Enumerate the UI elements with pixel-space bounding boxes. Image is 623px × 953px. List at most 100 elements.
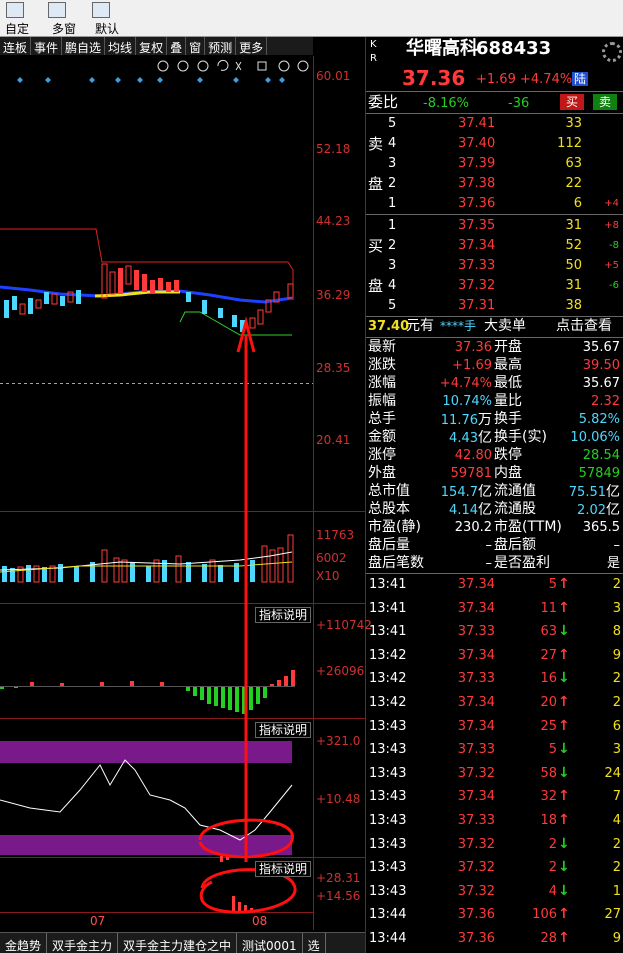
order-price: 37.40 — [458, 136, 496, 151]
stat-value: 35.67 — [582, 376, 620, 391]
indicator-axis-label: +10.48 — [316, 792, 361, 806]
toolbar-button[interactable]: 均线 — [105, 37, 137, 55]
trade-volume: 2 — [548, 836, 557, 852]
trade-volume: 106 — [532, 907, 557, 923]
toolbar-button[interactable]: 事件 — [31, 37, 63, 55]
toolbar-item[interactable]: 默认 — [95, 22, 120, 36]
trade-arrow: ↑ — [558, 576, 570, 592]
toolbar-button[interactable]: 更多 — [236, 37, 268, 55]
stat-value-group: – — [486, 557, 493, 570]
toolbar-item[interactable]: 自定 — [5, 22, 30, 36]
indicator-help[interactable]: 指标说明 — [255, 722, 312, 738]
stat-value: – — [613, 538, 621, 553]
toolbar-icon[interactable] — [92, 2, 110, 18]
tab[interactable]: 双手金主力 — [47, 933, 119, 953]
order-level: 1 — [388, 218, 397, 233]
settings-icon[interactable] — [602, 42, 622, 62]
tab[interactable]: 金趋势 — [0, 933, 48, 953]
toolbar-icon[interactable] — [6, 2, 24, 18]
stat-value: 5.82% — [578, 412, 620, 427]
stat-value: – — [485, 538, 493, 553]
volume-ma — [0, 561, 293, 573]
stat-unit: 亿 — [606, 484, 620, 500]
order-level: 3 — [388, 258, 397, 273]
price-change: +1.69 — [476, 72, 516, 87]
tab[interactable]: 选 — [303, 933, 326, 953]
trade-count: 2 — [612, 860, 621, 876]
indicator-help[interactable]: 指标说明 — [255, 607, 312, 623]
toolbar-button[interactable]: 复权 — [136, 37, 168, 55]
date-label: 07 — [90, 914, 106, 928]
stat-value-group: 4.43亿 — [449, 431, 492, 445]
trade-time: 13:43 — [369, 718, 407, 734]
trade-count: 6 — [612, 718, 621, 734]
order-volume: 112 — [557, 136, 582, 151]
divider — [366, 113, 623, 114]
stat-value-group: 10.74% — [442, 395, 492, 408]
tab[interactable]: 测试0001 — [237, 933, 303, 953]
toolbar-icon[interactable] — [48, 2, 66, 18]
stat-value: 75.51 — [568, 485, 606, 500]
order-volume: 22 — [565, 176, 582, 191]
trade-time: 13:42 — [369, 647, 407, 663]
stat-value: 10.06% — [570, 430, 620, 445]
stat-value-group: 37.36 — [455, 341, 492, 354]
toolbar-item[interactable]: 多窗 — [52, 22, 77, 36]
stat-unit: 亿 — [478, 430, 492, 446]
divider — [366, 91, 623, 92]
trade-arrow: ↓ — [558, 670, 570, 687]
divider — [366, 214, 623, 215]
trade-price: 37.32 — [457, 836, 495, 852]
order-volume: 33 — [565, 116, 582, 131]
indicator-help[interactable]: 指标说明 — [255, 861, 312, 877]
candles — [4, 263, 294, 332]
toolbar-button[interactable]: 预测 — [205, 37, 237, 55]
trade-volume: 58 — [540, 765, 557, 781]
trade-count: 2 — [612, 671, 621, 687]
trade-arrow: ↓ — [558, 882, 570, 899]
trade-volume: 4 — [548, 883, 557, 899]
trade-count: 9 — [612, 647, 621, 663]
trade-time: 13:44 — [369, 907, 407, 923]
trade-time: 13:43 — [369, 883, 407, 899]
stat-value: 57849 — [578, 466, 620, 481]
toolbar-button[interactable]: 叠 — [167, 37, 187, 55]
top-toolbar: 自定 多窗 默认 — [0, 0, 623, 37]
trade-time: 13:43 — [369, 860, 407, 876]
trade-count: 1 — [612, 883, 621, 899]
stat-label: 市盈(TTM) — [494, 519, 562, 535]
trade-time: 13:43 — [369, 836, 407, 852]
stat-label: 开盘 — [494, 339, 522, 355]
stat-value: 2.32 — [591, 394, 620, 409]
order-level: 3 — [388, 156, 397, 171]
stat-unit: 亿 — [606, 502, 620, 518]
macd-axis-label: +26096 — [316, 664, 365, 678]
price-change-pct: +4.74% — [520, 72, 573, 87]
tab[interactable]: 双手金主力建仓之中 — [118, 933, 238, 953]
price-axis-label: 44.23 — [316, 214, 351, 228]
stat-value: – — [485, 556, 493, 571]
stat-label: 最高 — [494, 357, 522, 373]
trade-volume: 5 — [548, 577, 557, 592]
order-price: 37.32 — [458, 278, 496, 293]
date-label: 08 — [252, 914, 268, 928]
big-order-link[interactable]: 点击查看 — [556, 318, 612, 334]
trade-time: 13:41 — [369, 577, 407, 592]
sell-button[interactable]: 卖 — [593, 94, 617, 110]
stat-value-group: 5.82% — [579, 413, 620, 426]
trade-price: 37.32 — [457, 883, 495, 899]
stat-label: 涨幅 — [368, 375, 396, 391]
commission-ratio: -8.16% — [423, 96, 469, 111]
trade-count: 27 — [604, 907, 621, 923]
toolbar-button[interactable]: 连板 — [0, 37, 32, 55]
order-level: 5 — [388, 116, 397, 131]
trade-price: 37.34 — [457, 577, 495, 592]
stat-value-group: 57849 — [579, 467, 620, 480]
toolbar-button[interactable]: 鹏自选 — [62, 37, 106, 55]
toolbar-button[interactable]: 窗 — [186, 37, 206, 55]
buy-button[interactable]: 买 — [560, 94, 584, 110]
trade-volume: 18 — [540, 813, 557, 828]
